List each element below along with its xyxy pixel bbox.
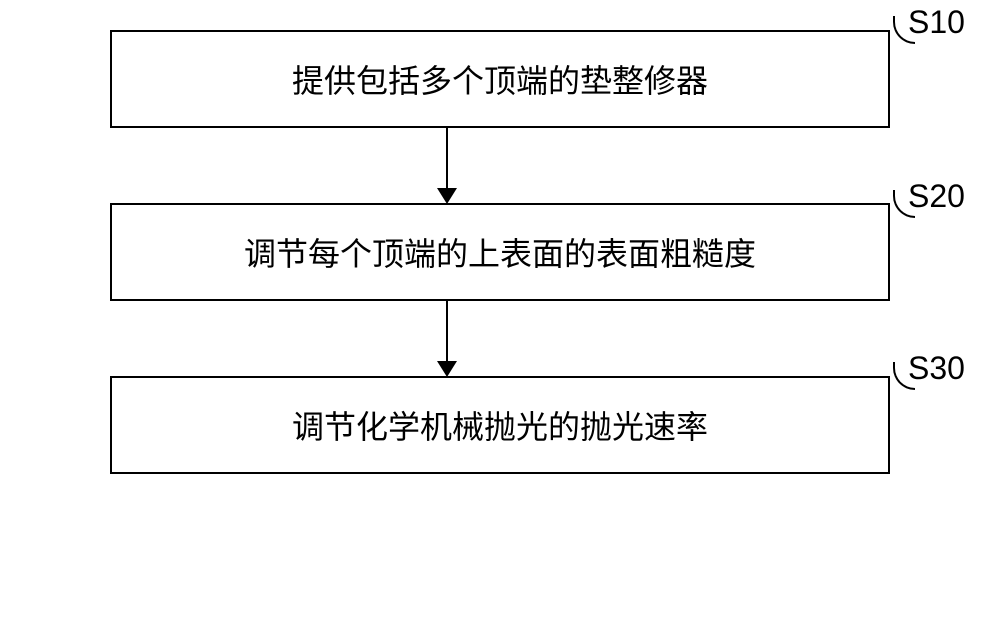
arrow-2 xyxy=(446,301,448,363)
step-label-2: S20 xyxy=(908,178,965,215)
arrow-head-1 xyxy=(437,188,457,204)
step-label-1: S10 xyxy=(908,4,965,41)
arrow-1 xyxy=(446,128,448,190)
flowchart-box-2: 调节每个顶端的上表面的表面粗糙度 xyxy=(110,203,890,301)
box-1-text: 提供包括多个顶端的垫整修器 xyxy=(292,56,708,102)
arrow-head-2 xyxy=(437,361,457,377)
box-3-text: 调节化学机械抛光的抛光速率 xyxy=(292,402,708,448)
flowchart-box-1: 提供包括多个顶端的垫整修器 xyxy=(110,30,890,128)
box-2-text: 调节每个顶端的上表面的表面粗糙度 xyxy=(244,229,756,275)
flowchart-box-3: 调节化学机械抛光的抛光速率 xyxy=(110,376,890,474)
step-label-3: S30 xyxy=(908,350,965,387)
flowchart-container: 提供包括多个顶端的垫整修器 调节每个顶端的上表面的表面粗糙度 调节化学机械抛光的… xyxy=(0,0,1000,618)
